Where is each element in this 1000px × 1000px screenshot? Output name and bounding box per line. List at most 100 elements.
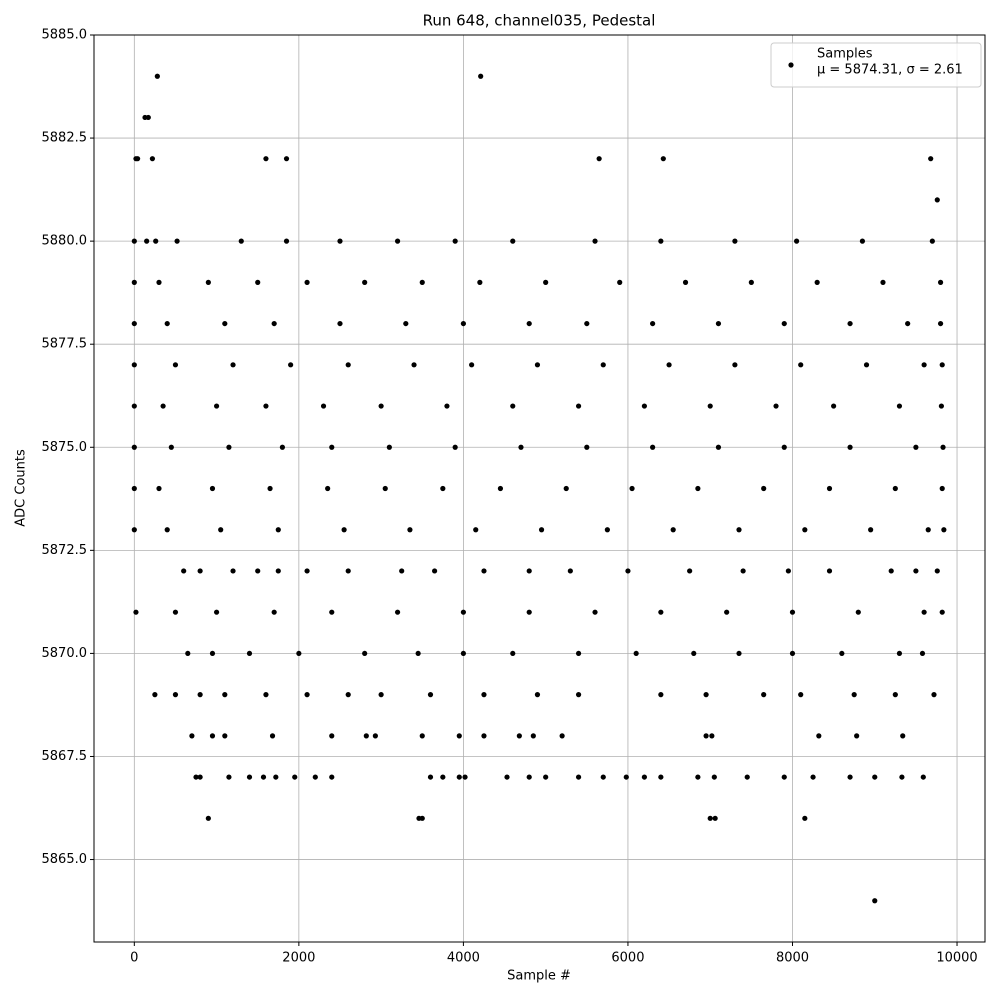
point [798, 362, 804, 368]
point [600, 774, 606, 780]
point [185, 650, 191, 657]
point [283, 156, 290, 162]
point [732, 362, 738, 368]
plot-frame [93, 34, 986, 943]
point [131, 444, 137, 450]
point [477, 279, 483, 285]
point [135, 156, 141, 162]
point [164, 527, 170, 533]
point [847, 444, 853, 450]
point [337, 238, 343, 244]
point [325, 485, 331, 492]
point [584, 444, 590, 450]
point [497, 485, 504, 492]
point [781, 320, 787, 327]
point [682, 279, 689, 285]
point [543, 279, 549, 285]
point [658, 692, 664, 698]
point [931, 692, 937, 698]
point [432, 568, 438, 574]
point [193, 774, 199, 780]
x-tick-label: 10000 [936, 951, 977, 966]
point [304, 568, 310, 574]
point [205, 815, 211, 821]
point [826, 485, 833, 492]
legend-marker [788, 62, 794, 68]
y-tick-label: 5867.5 [42, 749, 88, 764]
point [740, 568, 746, 574]
point [222, 692, 228, 698]
y-tick-label: 5872.5 [42, 543, 88, 558]
point [563, 485, 569, 492]
point [131, 320, 137, 327]
legend-box [770, 42, 982, 88]
point [510, 238, 516, 244]
point [781, 444, 787, 450]
point [382, 485, 388, 492]
point [209, 733, 216, 739]
point [534, 692, 541, 698]
point [399, 568, 405, 574]
point [160, 403, 166, 409]
point [263, 692, 269, 698]
point [695, 485, 701, 492]
point [478, 73, 484, 79]
point [288, 362, 294, 368]
point [802, 815, 808, 821]
point [575, 650, 582, 657]
point [707, 815, 713, 821]
point [133, 609, 139, 615]
point [703, 692, 709, 698]
point [222, 733, 228, 739]
point [154, 73, 160, 79]
point [263, 156, 269, 162]
point [855, 609, 861, 615]
x-tick-label: 2000 [282, 951, 315, 966]
point [592, 238, 598, 244]
y-tick-label: 5870.0 [42, 646, 88, 661]
point [481, 692, 487, 698]
y-tick-label: 5885.0 [42, 28, 88, 43]
point [575, 774, 582, 780]
point [851, 692, 857, 698]
point [650, 444, 656, 450]
point [337, 320, 343, 327]
point [152, 692, 158, 698]
point [419, 279, 425, 285]
point [575, 403, 582, 409]
point [362, 650, 368, 657]
point [456, 733, 462, 739]
point [218, 527, 224, 533]
point [703, 733, 709, 739]
point [939, 485, 945, 492]
point [427, 774, 434, 780]
point [785, 568, 791, 574]
point [205, 279, 211, 285]
point [131, 527, 137, 533]
point [789, 609, 796, 615]
point [592, 609, 598, 615]
point [847, 320, 853, 327]
point [888, 568, 894, 574]
point [534, 362, 541, 368]
point [407, 527, 413, 533]
point [269, 733, 276, 739]
point [929, 238, 935, 244]
point [839, 650, 845, 657]
point [172, 362, 179, 368]
point [238, 238, 244, 244]
point [872, 774, 878, 780]
point [452, 444, 458, 450]
point [625, 568, 631, 574]
point [156, 485, 162, 492]
point [415, 650, 421, 657]
point [255, 279, 261, 285]
point [802, 527, 808, 533]
point [131, 485, 137, 492]
point [660, 156, 666, 162]
point [538, 527, 545, 533]
point [913, 568, 919, 574]
point [761, 692, 767, 698]
point [732, 238, 738, 244]
